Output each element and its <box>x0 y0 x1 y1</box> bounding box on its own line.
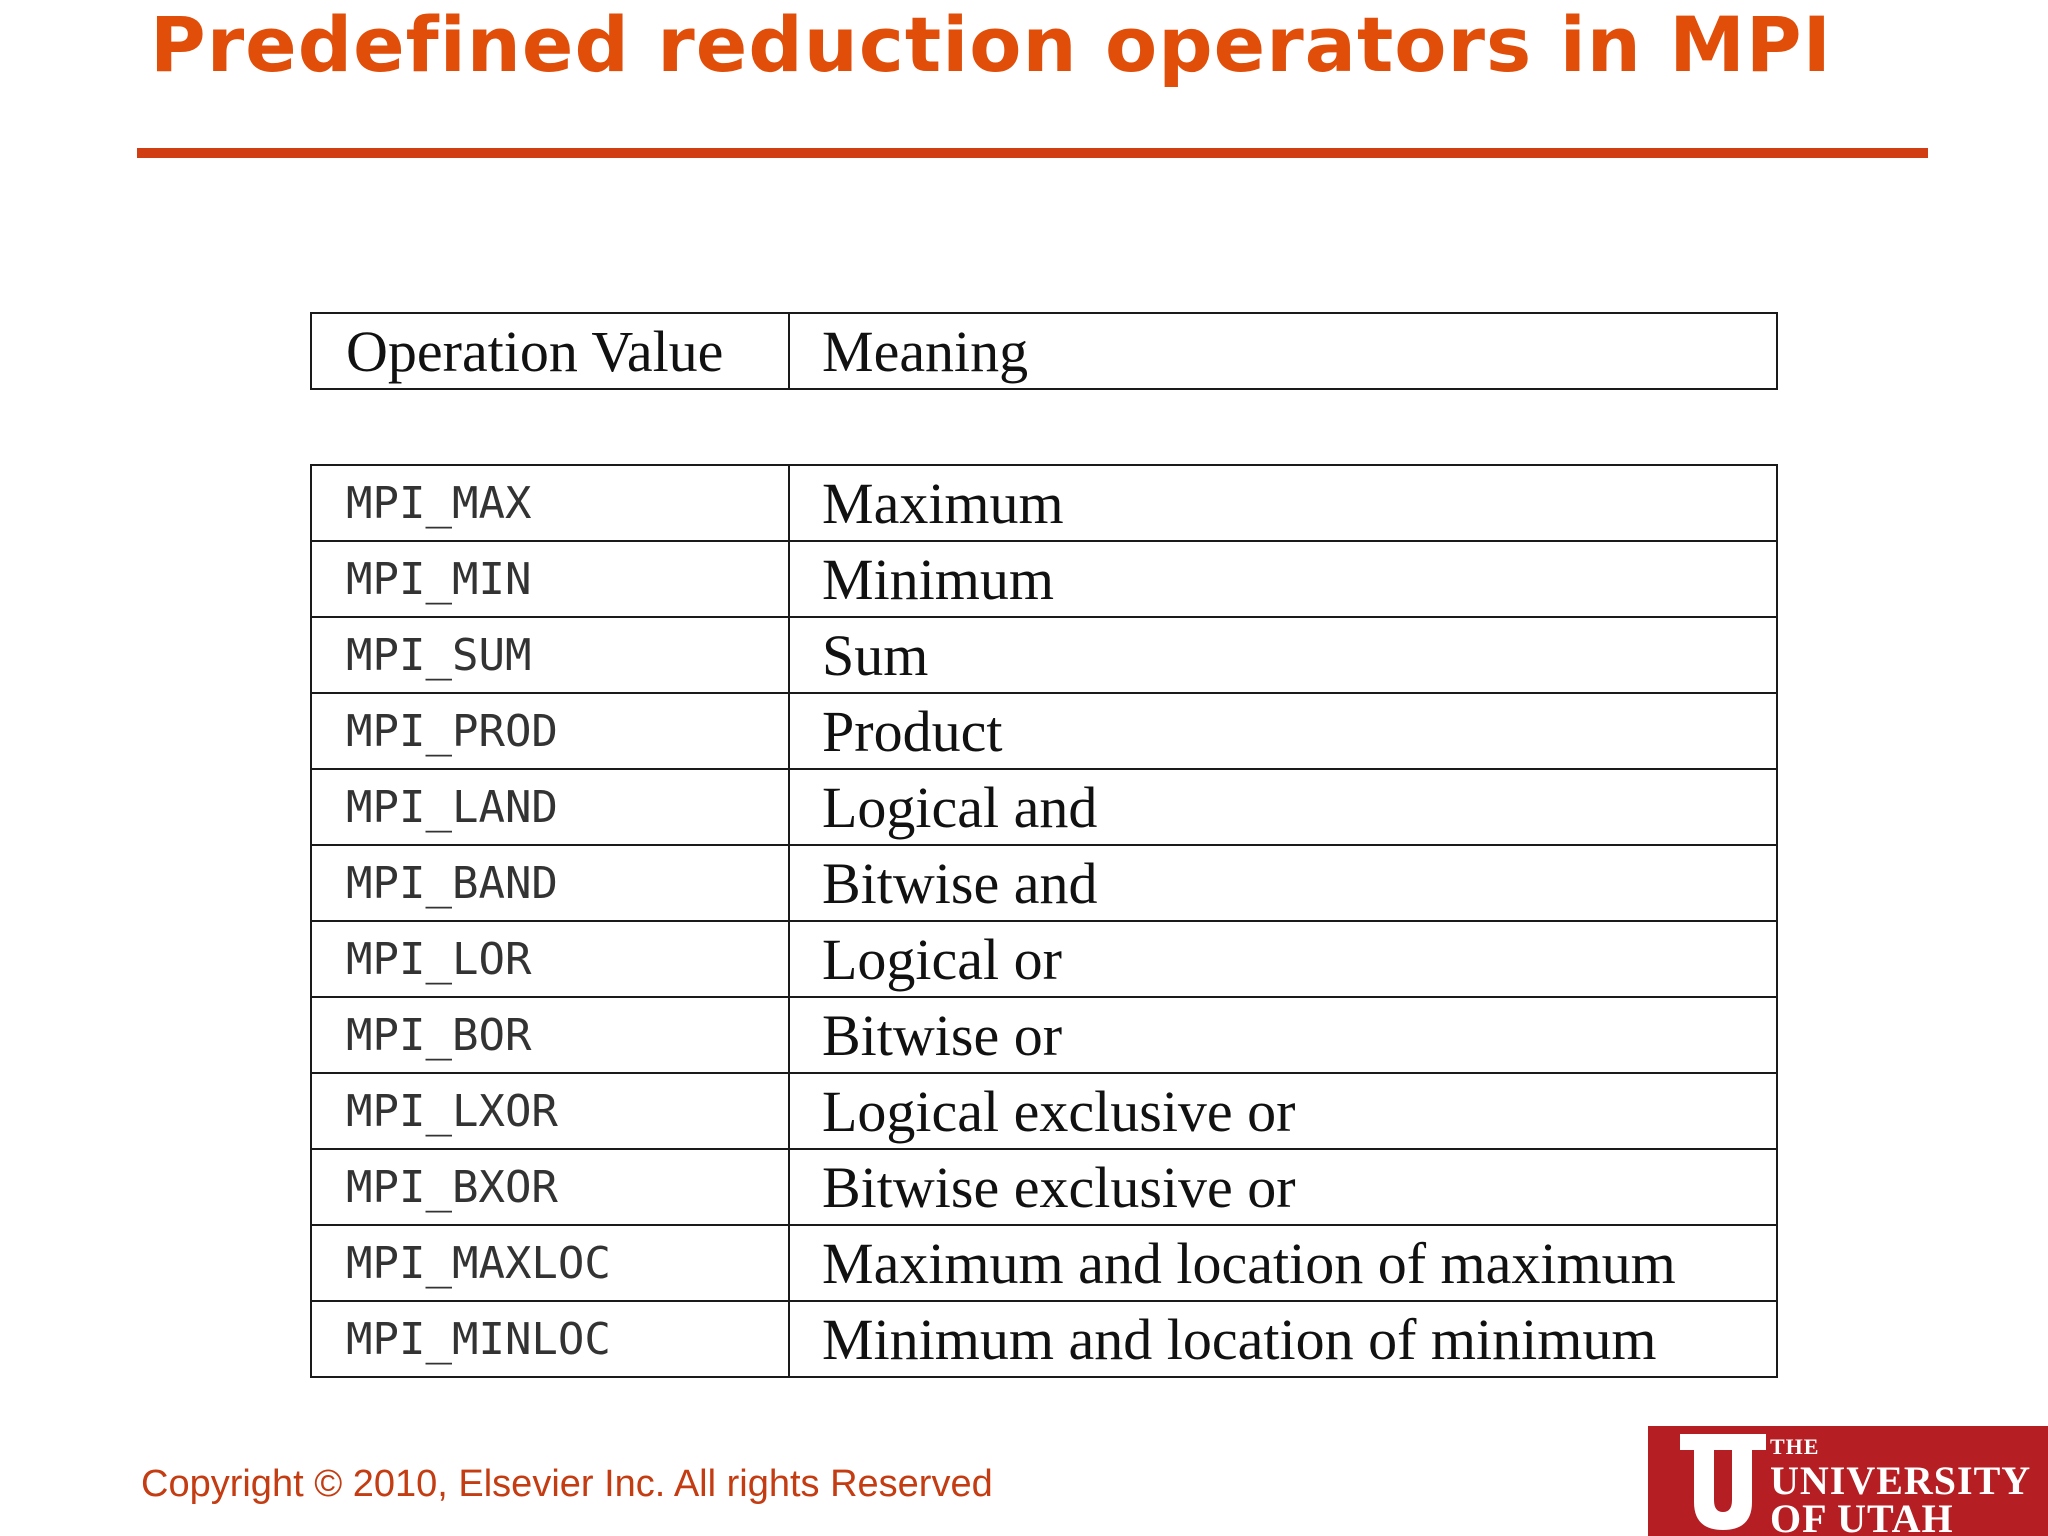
block-u-shape <box>1658 1434 1766 1530</box>
operation-value-cell: MPI_MIN <box>310 540 790 618</box>
operation-value-cell: MPI_PROD <box>310 692 790 770</box>
copyright-notice: Copyright © 2010, Elsevier Inc. All righ… <box>141 1463 993 1505</box>
logo-line-university: UNIVERSITY <box>1770 1458 2031 1503</box>
operation-value-cell: MPI_BXOR <box>310 1148 790 1226</box>
meaning-cell: Minimum <box>788 540 1778 618</box>
table-header-row: Operation Value Meaning <box>310 312 1778 390</box>
table-row: MPI_BOR Bitwise or <box>310 996 1778 1074</box>
university-of-utah-logo: THE UNIVERSITY OF UTAH <box>1648 1426 2048 1536</box>
column-header-meaning: Meaning <box>788 312 1778 390</box>
table-row: MPI_MIN Minimum <box>310 540 1778 618</box>
operation-value-cell: MPI_MINLOC <box>310 1300 790 1378</box>
table-row: MPI_MINLOC Minimum and location of minim… <box>310 1300 1778 1378</box>
meaning-cell: Logical or <box>788 920 1778 998</box>
meaning-cell: Bitwise exclusive or <box>788 1148 1778 1226</box>
logo-line-of-utah: OF UTAH <box>1770 1496 1954 1536</box>
meaning-cell: Sum <box>788 616 1778 694</box>
meaning-cell: Maximum and location of maximum <box>788 1224 1778 1302</box>
table-row: MPI_LXOR Logical exclusive or <box>310 1072 1778 1150</box>
operation-value-cell: MPI_SUM <box>310 616 790 694</box>
table-row: MPI_SUM Sum <box>310 616 1778 694</box>
meaning-cell: Product <box>788 692 1778 770</box>
table-row: MPI_BXOR Bitwise exclusive or <box>310 1148 1778 1226</box>
slide-title: Predefined reduction operators in MPI <box>150 0 1832 89</box>
title-underline-rule <box>137 148 1928 158</box>
meaning-cell: Maximum <box>788 464 1778 542</box>
university-u-logo-icon <box>1658 1434 1766 1530</box>
operation-value-cell: MPI_LAND <box>310 768 790 846</box>
table-row: MPI_PROD Product <box>310 692 1778 770</box>
table-row: MPI_BAND Bitwise and <box>310 844 1778 922</box>
meaning-cell: Bitwise or <box>788 996 1778 1074</box>
operation-value-cell: MPI_BOR <box>310 996 790 1074</box>
table-row: MPI_LOR Logical or <box>310 920 1778 998</box>
operation-value-cell: MPI_BAND <box>310 844 790 922</box>
column-header-operation-value: Operation Value <box>310 312 790 390</box>
meaning-cell: Logical exclusive or <box>788 1072 1778 1150</box>
meaning-cell: Minimum and location of minimum <box>788 1300 1778 1378</box>
header-separator <box>311 388 1777 466</box>
operation-value-cell: MPI_MAXLOC <box>310 1224 790 1302</box>
logo-line-the: THE <box>1770 1434 1819 1459</box>
reduction-operators-table: Operation Value Meaning MPI_MAX Maximum … <box>310 312 1778 1378</box>
table-row: MPI_LAND Logical and <box>310 768 1778 846</box>
operation-value-cell: MPI_LOR <box>310 920 790 998</box>
meaning-cell: Bitwise and <box>788 844 1778 922</box>
table-row: MPI_MAX Maximum <box>310 464 1778 542</box>
operation-value-cell: MPI_LXOR <box>310 1072 790 1150</box>
operation-value-cell: MPI_MAX <box>310 464 790 542</box>
meaning-cell: Logical and <box>788 768 1778 846</box>
table-row: MPI_MAXLOC Maximum and location of maxim… <box>310 1224 1778 1302</box>
